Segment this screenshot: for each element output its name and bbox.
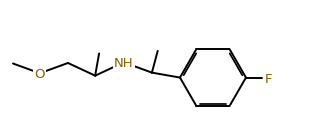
- Text: O: O: [34, 68, 45, 81]
- Text: F: F: [264, 73, 272, 86]
- Text: NH: NH: [114, 57, 134, 70]
